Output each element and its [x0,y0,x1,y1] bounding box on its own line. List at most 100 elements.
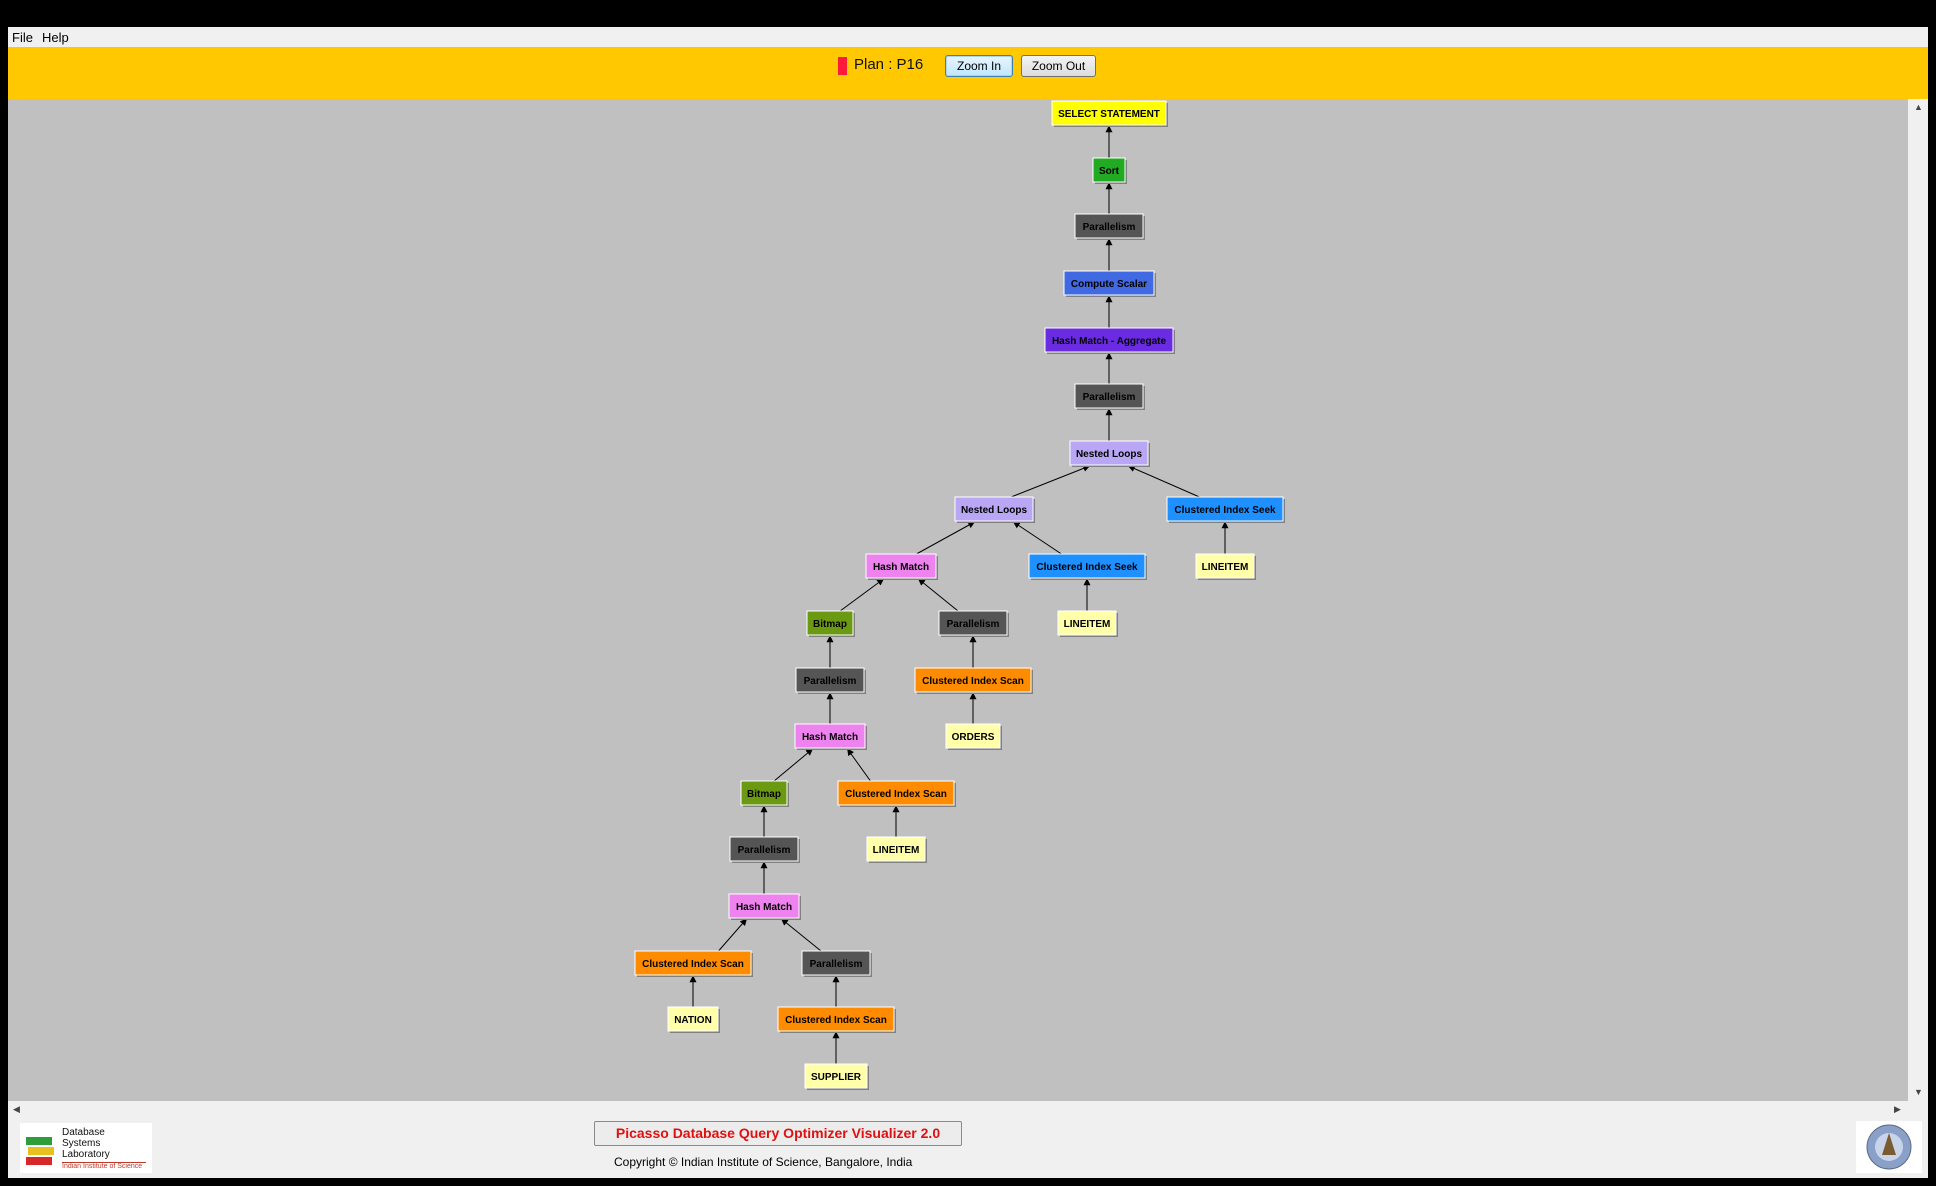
app-title-button[interactable]: Picasso Database Query Optimizer Visuali… [594,1121,962,1146]
plan-tree-canvas[interactable] [8,99,1908,1101]
plan-node-label: Clustered Index Scan [642,959,744,970]
plan-node[interactable]: Compute Scalar [1063,270,1156,297]
scroll-left-icon[interactable]: ◀ [13,1104,20,1114]
scroll-right-icon[interactable]: ▶ [1894,1104,1901,1114]
horizontal-scrollbar[interactable]: ◀ ▶ [8,1101,1908,1119]
plan-node-box[interactable] [914,667,1032,693]
toolbar: Plan : P16 Zoom In Zoom Out [8,47,1928,99]
plan-node-label: LINEITEM [1064,619,1111,630]
plan-edge [839,578,885,612]
plan-node[interactable]: Bitmap [806,610,855,637]
zoom-out-button[interactable]: Zoom Out [1021,55,1096,77]
scroll-up-icon[interactable]: ▲ [1914,102,1923,112]
plan-node-box[interactable] [740,780,788,806]
plan-node[interactable]: Clustered Index Scan [914,667,1033,694]
plan-node[interactable]: ORDERS [945,723,1002,750]
plan-node[interactable]: LINEITEM [1057,610,1118,637]
plan-node-label: Parallelism [1083,392,1136,403]
plan-node-label: Clustered Index Seek [1036,562,1138,573]
plan-node[interactable]: LINEITEM [1195,553,1256,580]
plan-node-box[interactable] [954,496,1034,522]
plan-edge [1127,465,1200,498]
plan-node-label: Compute Scalar [1071,279,1147,290]
plan-node[interactable]: Hash Match [794,723,867,750]
plan-node[interactable]: Nested Loops [1069,440,1150,467]
plan-node[interactable]: Parallelism [938,610,1009,637]
plan-node[interactable]: LINEITEM [866,836,927,863]
plan-node-label: LINEITEM [873,845,920,856]
plan-node-box[interactable] [1074,383,1144,409]
plan-node-box[interactable] [801,950,871,976]
plan-node-box[interactable] [1069,440,1149,466]
plan-node[interactable]: Clustered Index Seek [1028,553,1147,580]
plan-node-box[interactable] [804,1063,868,1089]
plan-node-box[interactable] [794,723,866,749]
plan-node-box[interactable] [865,553,937,579]
plan-edge [917,578,959,612]
plan-node[interactable]: Clustered Index Seek [1166,496,1285,523]
plan-node-label: Hash Match [873,562,929,573]
plan-label: Plan : P16 [854,56,924,73]
zoom-in-button[interactable]: Zoom In [945,55,1013,77]
plan-node-label: Hash Match [736,902,792,913]
plan-node-box[interactable] [1057,610,1117,636]
plan-node[interactable]: Hash Match [728,893,801,920]
plan-node-box[interactable] [777,1006,895,1032]
plan-node[interactable]: Parallelism [795,667,866,694]
plan-node-label: Hash Match - Aggregate [1052,336,1167,347]
vertical-scrollbar[interactable]: ▲ ▼ [1908,99,1928,1101]
plan-node[interactable]: Parallelism [729,836,800,863]
plan-node[interactable]: Hash Match - Aggregate [1044,327,1175,354]
plan-node-box[interactable] [837,780,955,806]
lab-logo-icon [26,1137,54,1165]
plan-node-label: Hash Match [802,732,858,743]
plan-node-box[interactable] [1051,100,1167,126]
plan-node[interactable]: SELECT STATEMENT [1051,100,1168,127]
plan-node-label: Nested Loops [961,505,1028,516]
plan-node-box[interactable] [1166,496,1284,522]
institute-seal [1856,1121,1922,1173]
plan-node[interactable]: Parallelism [801,950,872,977]
plan-node-label: Clustered Index Scan [845,789,947,800]
plan-node-box[interactable] [1028,553,1146,579]
copyright-text: Copyright © Indian Institute of Science,… [614,1155,913,1169]
menu-help[interactable]: Help [41,30,69,45]
plan-node-box[interactable] [1063,270,1155,296]
plan-node-box[interactable] [634,950,752,976]
plan-edge [780,918,822,952]
plan-node-box[interactable] [866,836,926,862]
plan-node-box[interactable] [1092,157,1126,183]
plan-node[interactable]: Clustered Index Scan [837,780,956,807]
plan-node[interactable]: Bitmap [740,780,789,807]
plan-node-box[interactable] [795,667,865,693]
plan-node[interactable]: Parallelism [1074,383,1145,410]
plan-node[interactable]: Parallelism [1074,213,1145,240]
plan-node-label: SUPPLIER [811,1072,862,1083]
plan-node-label: Parallelism [804,676,857,687]
plan-node-box[interactable] [729,836,799,862]
plan-node-box[interactable] [667,1006,719,1032]
plan-node-box[interactable] [1044,327,1174,353]
plan-node[interactable]: SUPPLIER [804,1063,869,1090]
plan-node-box[interactable] [1195,553,1255,579]
plan-node-box[interactable] [938,610,1008,636]
plan-node-box[interactable] [806,610,854,636]
plan-node-label: ORDERS [952,732,995,743]
plan-node[interactable]: Clustered Index Scan [634,950,753,977]
plan-node-box[interactable] [945,723,1001,749]
plan-node[interactable]: NATION [667,1006,720,1033]
plan-node[interactable]: Nested Loops [954,496,1035,523]
plan-node-label: Nested Loops [1076,449,1143,460]
plan-node-box[interactable] [728,893,800,919]
plan-node-box[interactable] [1074,213,1144,239]
menu-file[interactable]: File [12,30,33,45]
plan-node-label: Clustered Index Scan [922,676,1024,687]
plan-node-label: Bitmap [747,789,781,800]
plan-node[interactable]: Hash Match [865,553,938,580]
plan-node[interactable]: Clustered Index Scan [777,1006,896,1033]
scroll-down-icon[interactable]: ▼ [1914,1087,1923,1097]
plan-edge [1012,521,1062,555]
plan-node[interactable]: Sort [1092,157,1127,184]
plan-node-label: NATION [674,1015,712,1026]
